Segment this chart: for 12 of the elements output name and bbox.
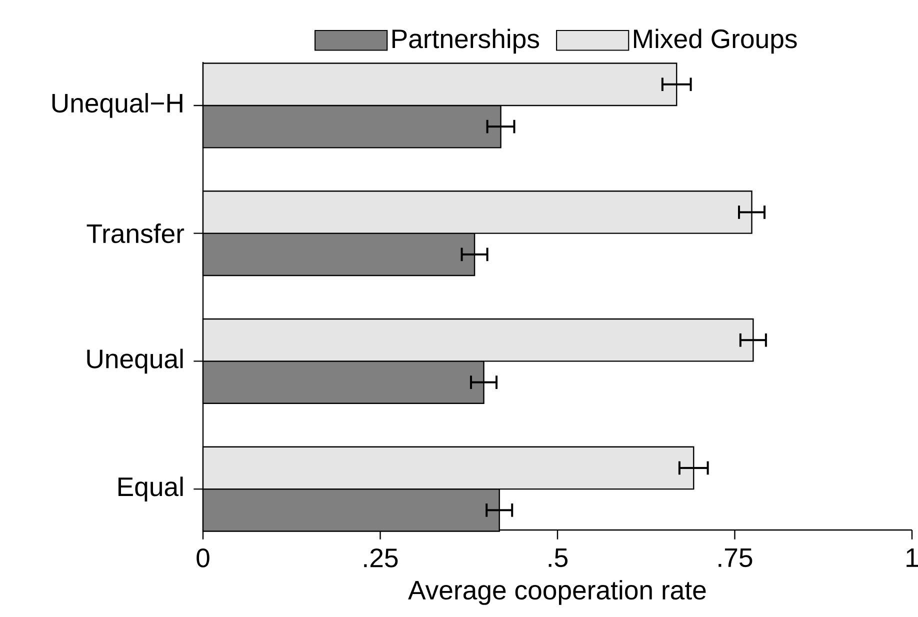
y-tick-label: Unequal — [87, 348, 183, 374]
y-tick-label: Transfer — [86, 224, 184, 244]
x-tick-label: .5 — [548, 548, 568, 568]
x-tick-label: 0 — [196, 548, 210, 568]
x-tick-label: 1 — [906, 548, 918, 567]
legend-label: Partnerships — [392, 28, 540, 54]
y-tick-label: Unequal−H — [52, 93, 182, 118]
legend-label: Mixed Groups — [634, 28, 797, 54]
x-tick-label: .75 — [718, 548, 752, 568]
x-axis-title: Average cooperation rate — [408, 580, 706, 605]
x-tick-label: .25 — [364, 548, 398, 568]
y-tick-label: Equal — [118, 476, 183, 502]
